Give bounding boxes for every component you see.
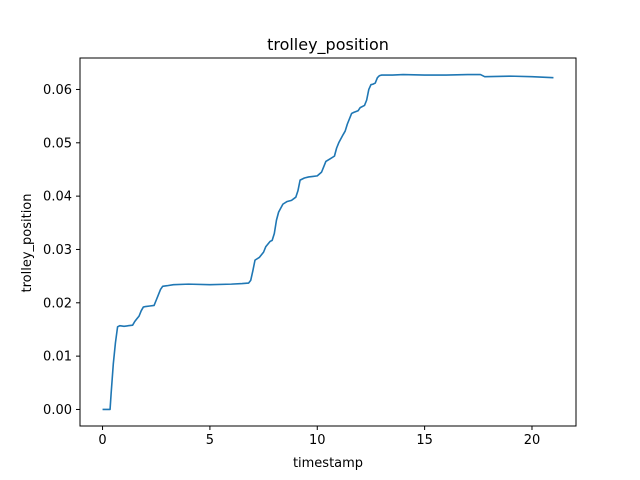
y-tick-label: 0.03: [43, 243, 72, 258]
axes-frame: [79, 57, 577, 427]
series-line-0: [102, 73, 554, 411]
y-tick-label: 0.05: [43, 136, 72, 151]
x-tick-label: 15: [416, 433, 433, 448]
x-tick-label: 5: [206, 433, 214, 448]
x-tick-label: 0: [98, 433, 106, 448]
y-tick-label: 0.01: [43, 350, 72, 365]
x-axis-label: timestamp: [293, 456, 363, 471]
y-axis-label: trolley_position: [20, 193, 35, 292]
y-tick-label: 0.02: [43, 296, 72, 311]
plot-area: [102, 73, 554, 411]
y-tick-label: 0.00: [43, 403, 72, 418]
y-tick-label: 0.06: [43, 83, 72, 98]
x-tick-label: 20: [524, 433, 541, 448]
axes: 0 5 10 15 20 0.00 0.01 0.02 0.03 0.04 0.05 0.06: [43, 57, 577, 448]
chart-title: trolley_position: [267, 35, 389, 55]
x-tick-label: 10: [309, 433, 326, 448]
y-tick-label: 0.04: [43, 190, 72, 205]
